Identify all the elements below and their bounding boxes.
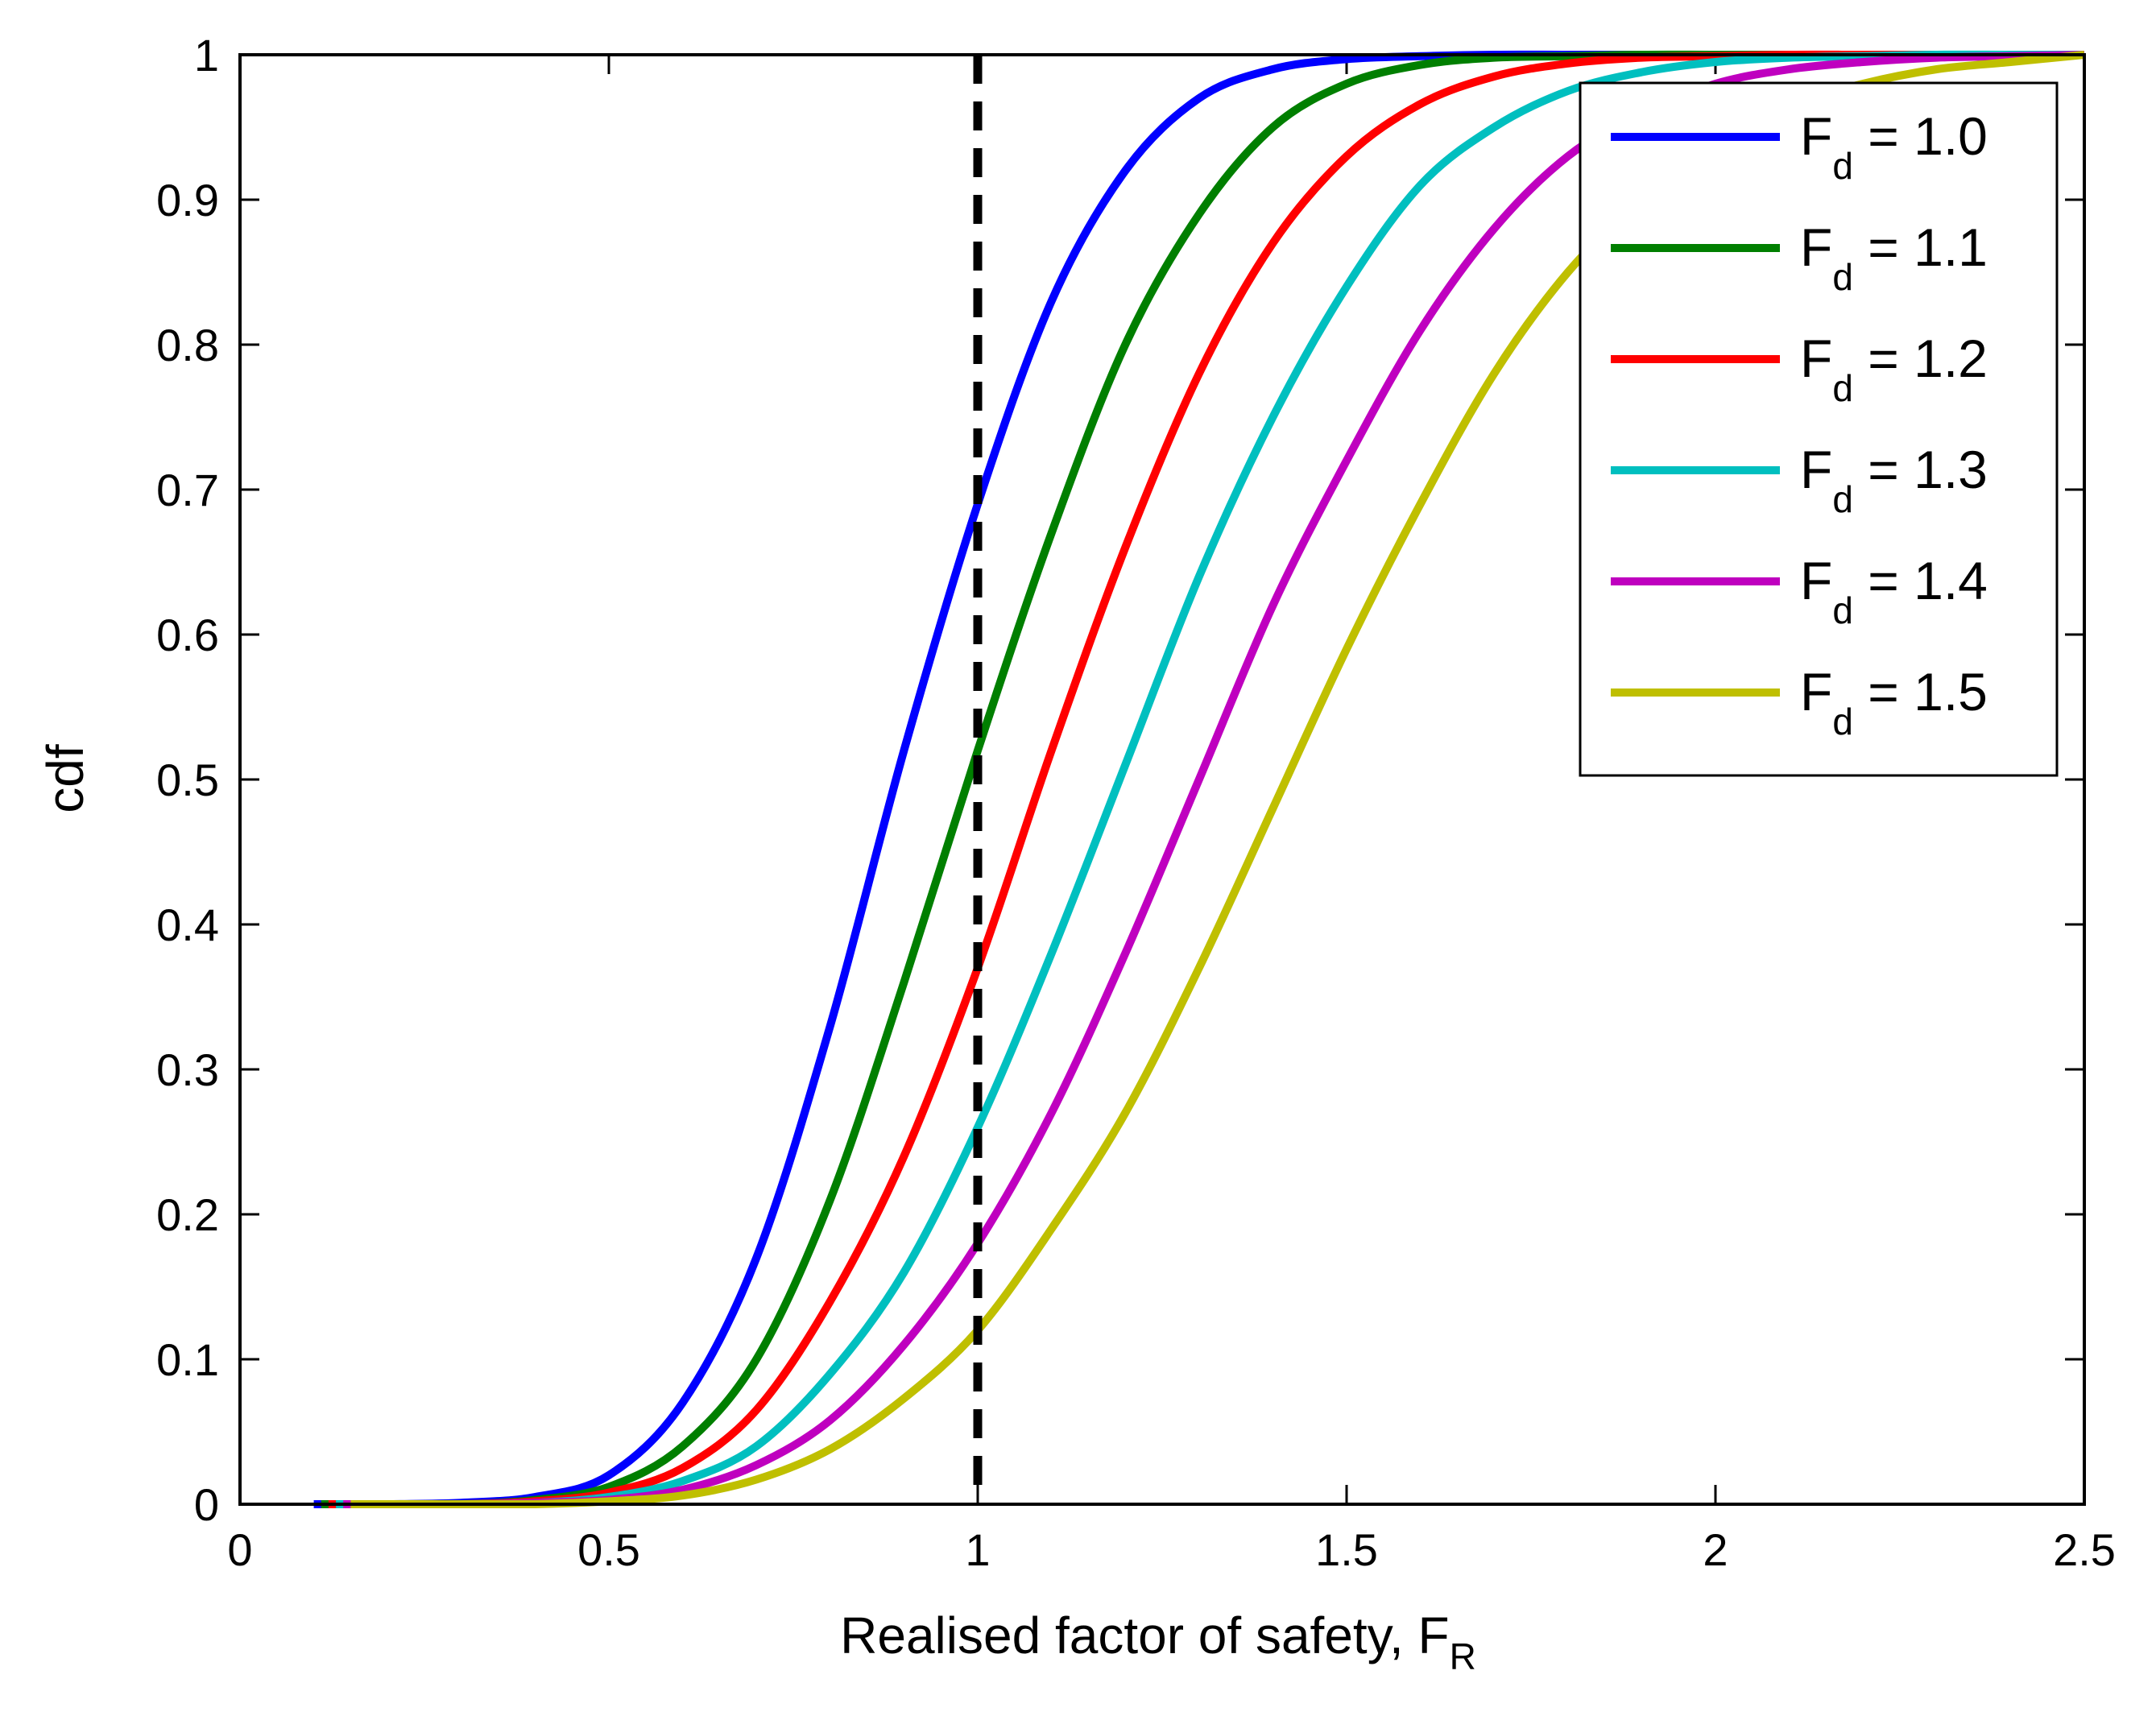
legend-items: Fd = 1.0 Fd = 1.1 Fd = 1.2 Fd = 1.3 Fd = 1.4… xyxy=(1611,106,1988,742)
y-tick-label: 0.4 xyxy=(156,899,219,950)
legend-label: Fd = 1.0 xyxy=(1800,106,1988,187)
legend-item-fd-14: Fd = 1.4 xyxy=(1611,551,1988,631)
legend-label: Fd = 1.3 xyxy=(1800,440,1988,520)
legend-item-fd-13: Fd = 1.3 xyxy=(1611,440,1988,520)
y-tick-label: 0.5 xyxy=(156,755,219,805)
x-tick-label: 0.5 xyxy=(577,1524,640,1575)
x-axis-title: Realised factor of safety, FR xyxy=(840,1606,1476,1677)
legend-label: Fd = 1.1 xyxy=(1800,217,1988,298)
legend-label: Fd = 1.2 xyxy=(1800,329,1988,409)
x-tick-label: 1.5 xyxy=(1315,1524,1378,1575)
y-tick-label: 0.6 xyxy=(156,610,219,660)
y-tick-label: 0.9 xyxy=(156,175,219,225)
legend-item-fd-10: Fd = 1.0 xyxy=(1611,106,1988,187)
x-tick-label: 2 xyxy=(1703,1524,1728,1575)
legend-box xyxy=(1579,81,2059,777)
legend-item-fd-15: Fd = 1.5 xyxy=(1611,662,1988,742)
x-tick-label: 1 xyxy=(965,1524,990,1575)
x-tick-label: 0 xyxy=(227,1524,252,1575)
y-tick-label: 1 xyxy=(194,30,219,81)
legend-label: Fd = 1.4 xyxy=(1800,551,1988,631)
legend-item-fd-12: Fd = 1.2 xyxy=(1611,329,1988,409)
series-line-fd-14 xyxy=(343,51,2085,1509)
y-axis-title: cdf xyxy=(36,744,94,813)
legend: Fd = 1.0 Fd = 1.1 Fd = 1.2 Fd = 1.3 Fd = 1.4… xyxy=(1579,81,2059,777)
tick-labels: 0 0.5 1 1.5 2 2.5 0 0.1 0.2 0.3 0.4 0.5 0.6 0.7 0.8 0.9… xyxy=(156,30,2116,1575)
x-tick-label: 2.5 xyxy=(2053,1524,2116,1575)
y-tick-label: 0.2 xyxy=(156,1189,219,1240)
y-tick-label: 0.3 xyxy=(156,1044,219,1095)
y-tick-label: 0.7 xyxy=(156,465,219,515)
plot-frame xyxy=(238,53,2086,1506)
y-tick-label: 0.1 xyxy=(156,1334,219,1385)
series-line-fd-13 xyxy=(336,50,2084,1509)
y-tick-label: 0 xyxy=(194,1479,219,1530)
legend-item-fd-11: Fd = 1.1 xyxy=(1611,217,1988,298)
legend-label: Fd = 1.5 xyxy=(1800,662,1988,742)
y-tick-label: 0.8 xyxy=(156,320,219,370)
